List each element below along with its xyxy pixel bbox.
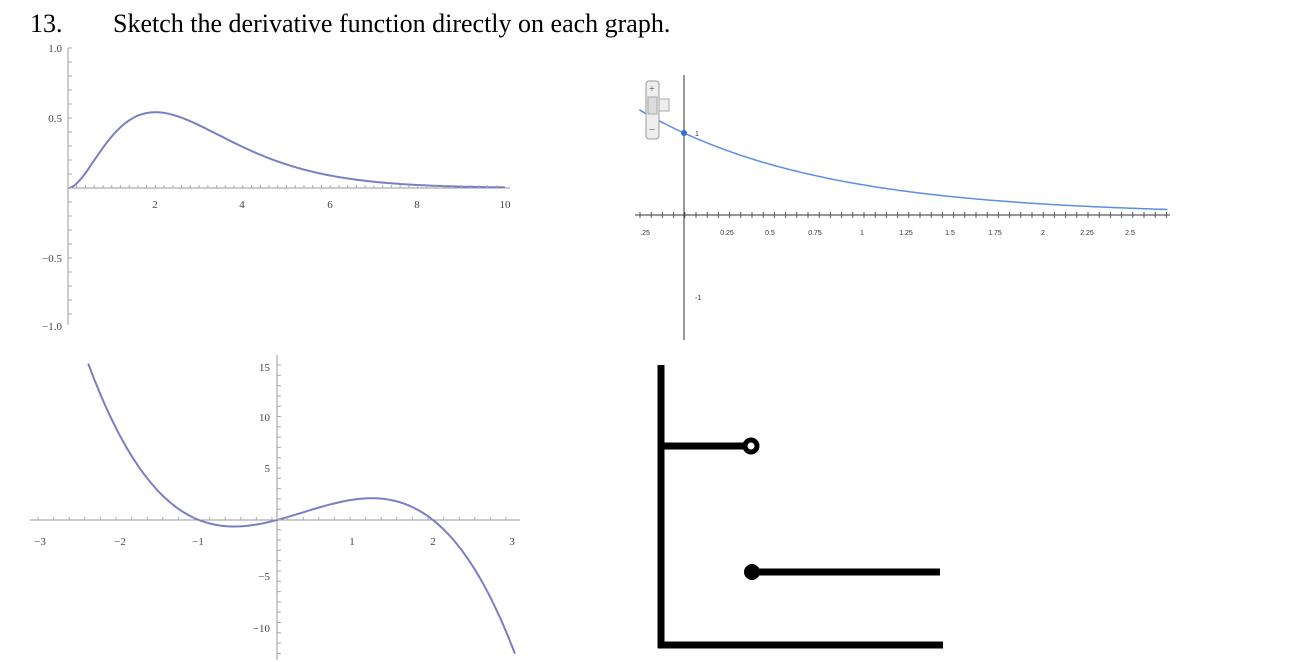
point — [681, 130, 687, 136]
x-tick-label: 0.75 — [808, 230, 822, 237]
x-tick-label: 6 — [327, 199, 333, 211]
instruction: Sketch the derivative function directly … — [113, 9, 670, 38]
x-tick-label: 4 — [239, 199, 245, 211]
x-tick-label: 0.25 — [720, 230, 734, 237]
curve — [638, 109, 1168, 211]
curve — [67, 111, 506, 189]
x-tick-label: 1 — [860, 230, 864, 237]
graph-4 — [657, 365, 943, 649]
x-tick-label: −3 — [34, 536, 46, 548]
y-tick-label: 0.5 — [48, 113, 62, 125]
x-tick-label: 2 — [152, 199, 158, 211]
x-tick-label: 1 — [349, 536, 355, 548]
x-tick-label: 1.25 — [899, 230, 913, 237]
x-tick-label: 2 — [1041, 230, 1045, 237]
svg-text:+: + — [649, 84, 655, 95]
x-tick-label: −1 — [192, 536, 204, 548]
x-tick-label: −2 — [114, 536, 126, 548]
x-tick-label: 1.5 — [945, 230, 955, 237]
curve — [87, 363, 516, 654]
x-tick-label: .25 — [640, 230, 650, 237]
x-tick-label: 2.5 — [1125, 230, 1135, 237]
x-tick-label: 0.5 — [765, 230, 775, 237]
x-tick-label: 2 — [430, 536, 436, 548]
svg-text:−: − — [649, 124, 655, 136]
y-tick-label: −10 — [253, 623, 271, 635]
x-tick-label: 2.25 — [1080, 230, 1094, 237]
x-tick-label: 10 — [500, 199, 512, 211]
zoom-controls: + − — [645, 80, 670, 140]
graph-2: + − — [635, 75, 1170, 340]
y-tick-label: −5 — [258, 571, 270, 583]
y-tick-label: −0.5 — [42, 253, 62, 265]
x-tick-label: 1.75 — [988, 230, 1002, 237]
y-tick-label: 1 — [695, 131, 699, 138]
y-tick-label: 5 — [265, 463, 271, 475]
y-tick-label: -1 — [695, 295, 701, 302]
y-tick-label: −1.0 — [42, 321, 62, 333]
y-tick-label: 15 — [259, 362, 271, 374]
x-tick-label: 8 — [414, 199, 420, 211]
graph-3 — [30, 355, 520, 660]
y-tick-label: 10 — [259, 412, 271, 424]
problem-number: 13. — [30, 9, 63, 38]
y-tick-label: 1.0 — [48, 43, 62, 55]
x-tick-label: 3 — [509, 536, 515, 548]
